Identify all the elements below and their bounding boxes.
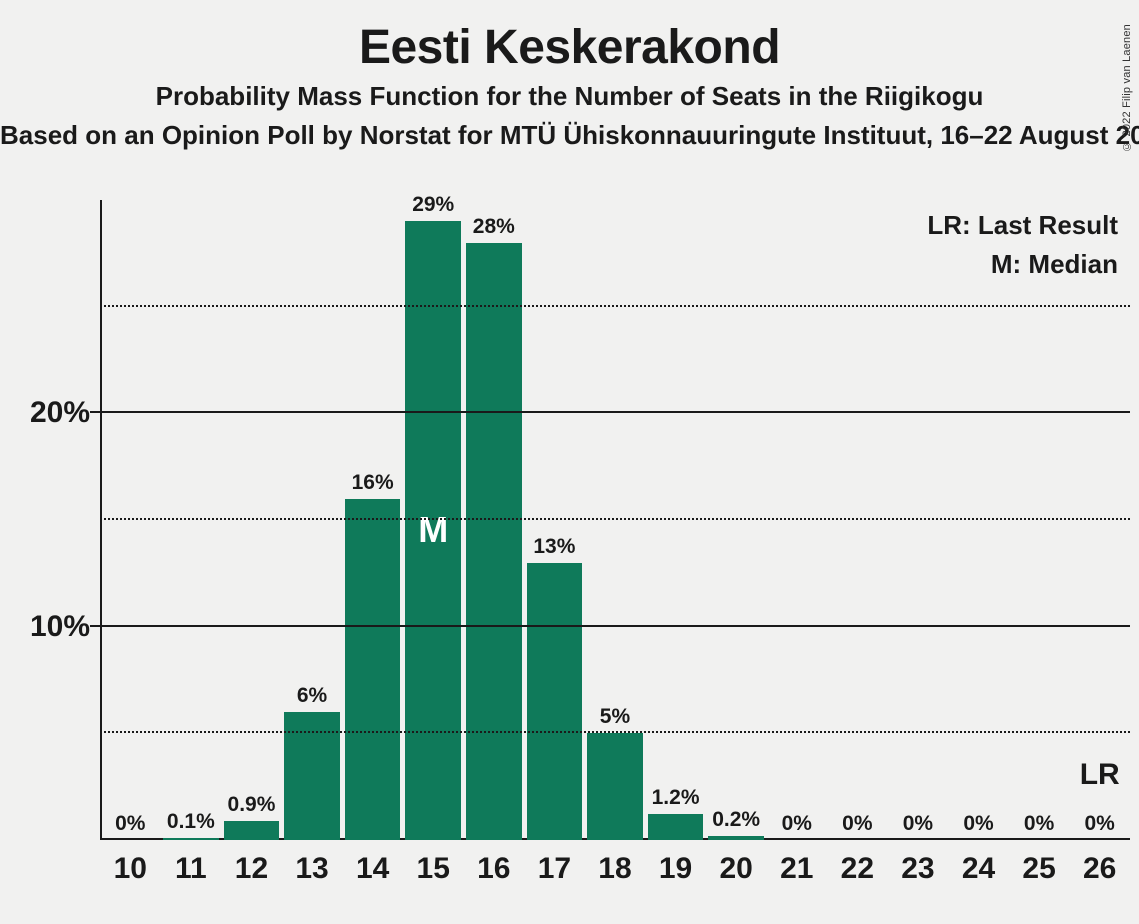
x-tick-label: 20 xyxy=(706,840,767,886)
bar-value-label: 13% xyxy=(527,535,583,563)
gridline-major xyxy=(100,625,1130,627)
bar-slot: 0%21 xyxy=(766,200,827,840)
bar-value-label: 1.2% xyxy=(648,786,704,814)
bar: 16% xyxy=(345,499,401,840)
bar-slot: 6%13 xyxy=(282,200,343,840)
bar-slot: 28%16 xyxy=(464,200,525,840)
bar-slot: 0%22 xyxy=(827,200,888,840)
bar: 0.9% xyxy=(224,821,280,840)
bar-value-label: 0.2% xyxy=(708,808,764,836)
x-tick-label: 23 xyxy=(888,840,949,886)
plot-area: LR: Last Result M: Median 0%100.1%110.9%… xyxy=(100,200,1130,840)
bar-slot: 0%26 xyxy=(1069,200,1130,840)
bar-slot: 0%24 xyxy=(948,200,1009,840)
gridline-minor xyxy=(100,305,1130,307)
lr-marker: LR xyxy=(1080,758,1120,792)
gridline-minor xyxy=(100,731,1130,733)
bar-value-label: 5% xyxy=(587,705,643,733)
bar-value-label: 28% xyxy=(466,215,522,243)
x-tick-label: 15 xyxy=(403,840,464,886)
bar: 13% xyxy=(527,563,583,840)
bar: 1.2% xyxy=(648,814,704,840)
chart-subtitle: Probability Mass Function for the Number… xyxy=(0,81,1139,112)
x-tick-label: 16 xyxy=(464,840,525,886)
bar-slot: 5%18 xyxy=(585,200,646,840)
x-tick-label: 14 xyxy=(342,840,403,886)
bar-value-label: 0.9% xyxy=(224,793,280,821)
bar-slot: 0%10 xyxy=(100,200,161,840)
x-tick-label: 17 xyxy=(524,840,585,886)
bar-slot: 0%23 xyxy=(888,200,949,840)
y-tick-label: 20% xyxy=(10,396,90,430)
y-tick-mark xyxy=(90,625,100,627)
x-tick-label: 25 xyxy=(1009,840,1070,886)
x-tick-label: 10 xyxy=(100,840,161,886)
median-marker: M xyxy=(418,509,448,551)
bars-container: 0%100.1%110.9%126%1316%1429%1528%1613%17… xyxy=(100,200,1130,840)
bar-value-label: 0% xyxy=(829,812,885,840)
x-tick-label: 13 xyxy=(282,840,343,886)
bar-value-label: 6% xyxy=(284,684,340,712)
x-tick-label: 22 xyxy=(827,840,888,886)
chart-title: Eesti Keskerakond xyxy=(0,20,1139,75)
x-tick-label: 19 xyxy=(645,840,706,886)
bar-value-label: 0.1% xyxy=(163,810,219,838)
bar-value-label: 16% xyxy=(345,471,401,499)
bar-value-label: 0% xyxy=(890,812,946,840)
y-tick-mark xyxy=(90,411,100,413)
bar-value-label: 0% xyxy=(102,812,158,840)
gridline-minor xyxy=(100,518,1130,520)
y-tick-label: 10% xyxy=(10,610,90,644)
bar-value-label: 0% xyxy=(769,812,825,840)
x-tick-label: 24 xyxy=(948,840,1009,886)
bar-slot: 1.2%19 xyxy=(645,200,706,840)
copyright-text: © 2022 Filip van Laenen xyxy=(1121,24,1133,152)
bar-value-label: 29% xyxy=(405,193,461,221)
gridline-major xyxy=(100,411,1130,413)
bar-value-label: 0% xyxy=(951,812,1007,840)
chart-area: LR: Last Result M: Median 0%100.1%110.9%… xyxy=(0,190,1139,924)
bar-slot: 0.2%20 xyxy=(706,200,767,840)
bar-slot: 0.9%12 xyxy=(221,200,282,840)
bar-value-label: 0% xyxy=(1011,812,1067,840)
bar-slot: 0.1%11 xyxy=(161,200,222,840)
x-tick-label: 26 xyxy=(1069,840,1130,886)
x-tick-label: 21 xyxy=(766,840,827,886)
bar: 5% xyxy=(587,733,643,840)
x-tick-label: 11 xyxy=(161,840,222,886)
bar-slot: 0%25 xyxy=(1009,200,1070,840)
bar: 28% xyxy=(466,243,522,840)
x-tick-label: 12 xyxy=(221,840,282,886)
bar-value-label: 0% xyxy=(1072,812,1128,840)
x-tick-label: 18 xyxy=(585,840,646,886)
bar-slot: 13%17 xyxy=(524,200,585,840)
bar-slot: 16%14 xyxy=(342,200,403,840)
chart-source-line: Based on an Opinion Poll by Norstat for … xyxy=(0,120,1139,151)
